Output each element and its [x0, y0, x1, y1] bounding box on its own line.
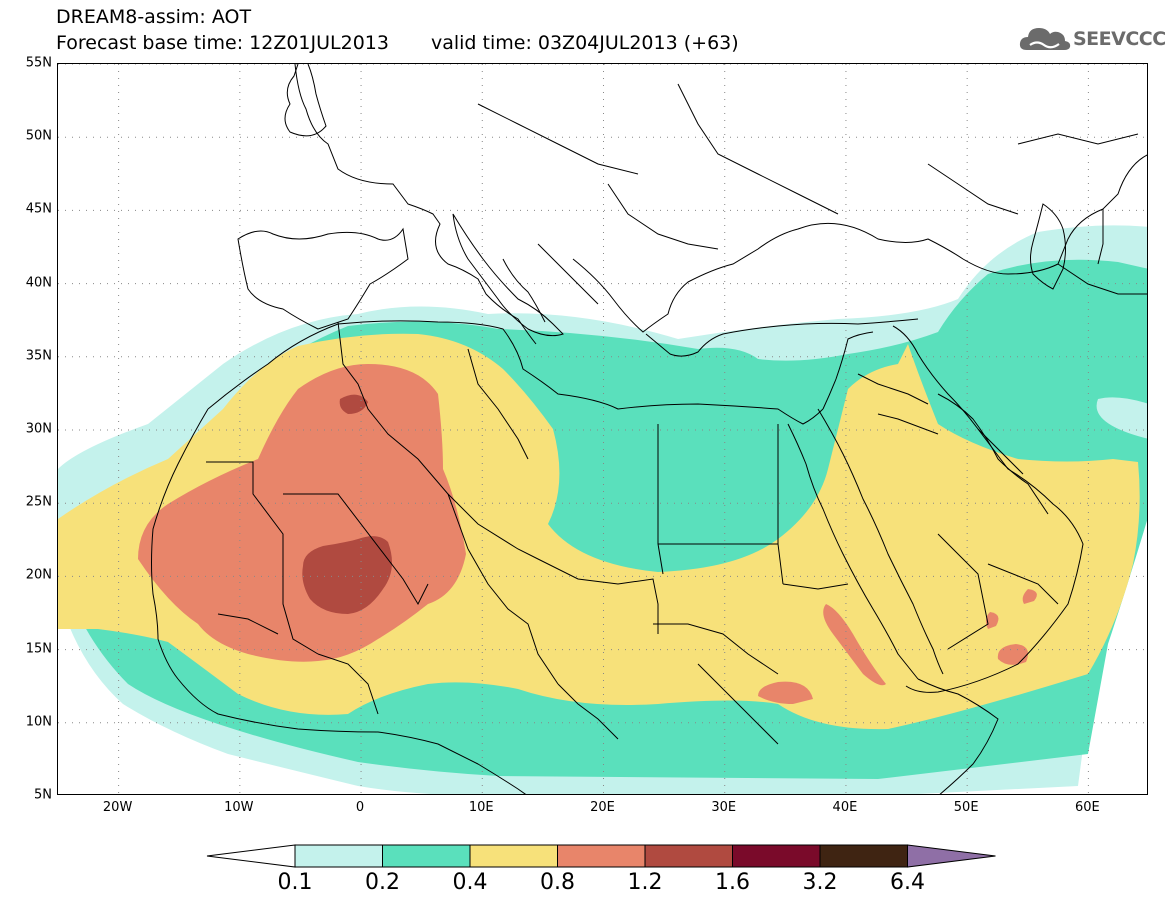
seevccc-logo: SEEVCCC	[1017, 20, 1165, 56]
latitude-label: 20N	[25, 567, 52, 583]
aot-map	[58, 64, 1147, 794]
colorbar-level-label: 0.8	[540, 870, 575, 895]
colorbar-level-label: 3.2	[802, 870, 838, 895]
latitude-label: 35N	[25, 348, 52, 364]
latitude-label: 45N	[25, 201, 52, 217]
aot-band-0.8-spot	[1022, 589, 1037, 604]
colorbar	[206, 844, 996, 868]
longitude-label: 40E	[832, 800, 858, 815]
longitude-label: 20W	[102, 800, 133, 815]
aot-fill-layers	[58, 225, 1147, 794]
colorbar-swatch	[469, 844, 558, 868]
colorbar-swatch	[294, 844, 383, 868]
latitude-label: 30N	[25, 421, 52, 437]
latitude-label: 40N	[25, 275, 52, 291]
colorbar-level-label: 1.2	[627, 870, 663, 895]
longitude-label: 30E	[711, 800, 737, 815]
colorbar-swatch	[644, 844, 733, 868]
aot-band-0.8-spot	[758, 681, 813, 704]
colorbar-level-label: 0.1	[277, 870, 313, 895]
map-subtitle: Forecast base time: 12Z01JUL2013 valid ti…	[56, 32, 739, 54]
latitude-label: 25N	[25, 494, 52, 510]
cloud-icon	[1019, 28, 1071, 50]
colorbar-level-label: 0.4	[452, 870, 488, 895]
colorbar-level-label: 6.4	[890, 870, 925, 895]
map-area	[57, 63, 1148, 795]
colorbar-swatch	[557, 844, 646, 868]
aot-band-0.8-spot	[997, 644, 1029, 665]
aot-band-1.2	[302, 536, 392, 614]
aot-band-0.8-spot	[823, 604, 886, 686]
latitude-label: 50N	[25, 128, 52, 144]
colorbar-level-label: 0.2	[365, 870, 400, 895]
longitude-label: 50E	[953, 800, 979, 815]
colorbar-level-label: 1.6	[715, 870, 750, 895]
colorbar-low-arrow	[206, 844, 296, 868]
colorbar-swatch	[819, 844, 908, 868]
longitude-label: 10W	[224, 800, 254, 815]
valid-time-label: valid time: 03Z04JUL2013 (+63)	[430, 32, 739, 54]
aot-band-0.8-spot	[985, 612, 999, 629]
coastlines-borders	[151, 64, 1147, 794]
longitude-label: 60E	[1074, 800, 1100, 815]
latitude-label: 55N	[25, 55, 52, 71]
product-title: DREAM8-assim: AOT	[56, 6, 252, 28]
latitude-label: 15N	[25, 641, 52, 657]
longitude-label: 20E	[590, 800, 615, 815]
logo-text: SEEVCCC	[1073, 28, 1165, 50]
colorbar-high-arrow	[907, 844, 996, 868]
longitude-label: 10E	[468, 800, 494, 815]
colorbar-swatch	[382, 844, 471, 868]
longitude-label: 0	[355, 800, 365, 815]
lat-lon-grid	[58, 64, 1147, 794]
aot-band-1.2	[339, 394, 368, 414]
base-time-label: Forecast base time: 12Z01JUL2013	[56, 32, 389, 54]
colorbar-swatch	[732, 844, 821, 868]
latitude-label: 5N	[34, 787, 52, 803]
map-title: DREAM8-assim: AOT	[56, 6, 251, 28]
latitude-label: 10N	[25, 714, 52, 730]
